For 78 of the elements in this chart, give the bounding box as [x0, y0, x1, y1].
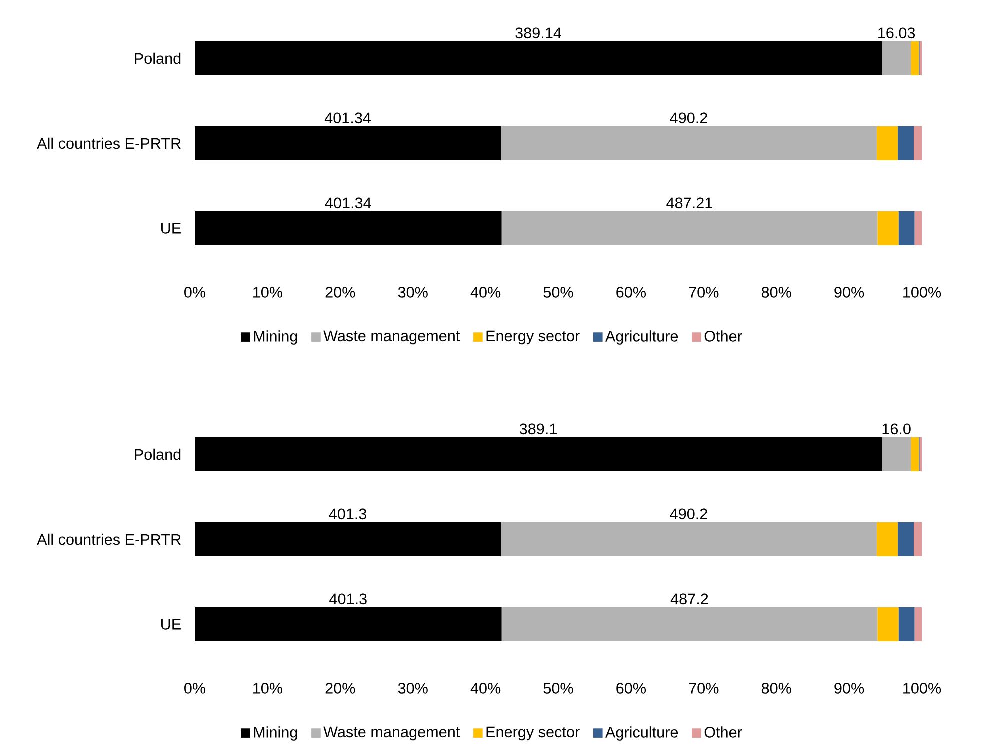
- bar: [876, 126, 898, 160]
- bar: [882, 42, 912, 76]
- legend-label: Energy sector: [486, 726, 580, 741]
- annotation: 389.14: [516, 28, 562, 39]
- bar: [195, 522, 502, 557]
- x-tick-label: 20%: [326, 683, 356, 694]
- x-tick-label: 80%: [762, 683, 792, 694]
- annotation: 401.3: [329, 508, 367, 520]
- x-tick-label: 40%: [470, 683, 501, 694]
- x-tick-label: 10%: [254, 683, 282, 694]
- bar: [882, 438, 912, 472]
- x-tick-label: 80%: [762, 287, 792, 298]
- x-tick-label: 30%: [398, 287, 428, 298]
- bar: [914, 126, 922, 160]
- annotation: 389.1: [520, 424, 557, 435]
- x-tick-label: 0%: [184, 683, 206, 694]
- bar: [920, 438, 922, 472]
- bar: [195, 438, 882, 472]
- x-tick-label: 30%: [398, 683, 428, 694]
- annotation: 401.34: [324, 112, 372, 124]
- annotation: 16.0: [882, 424, 911, 435]
- x-tick-label: 70%: [689, 287, 719, 298]
- legend-label: Mining: [254, 726, 298, 741]
- bar: [501, 522, 877, 557]
- bar: [914, 608, 922, 642]
- annotation: 490.2: [670, 112, 708, 124]
- x-tick-label: 70%: [689, 683, 719, 694]
- bar: [878, 608, 899, 642]
- bar: [502, 608, 878, 642]
- legend-label: Agriculture: [605, 330, 678, 345]
- annotation: 487.2: [670, 594, 708, 605]
- annotation: 487.21: [666, 198, 712, 209]
- x-tick-label: 60%: [616, 683, 646, 694]
- legend-label: Energy sector: [486, 330, 580, 345]
- x-tick-label: 40%: [470, 287, 501, 298]
- legend-label: Agriculture: [605, 726, 678, 741]
- y-tick-label: UE: [162, 223, 181, 234]
- y-tick-label: Poland: [135, 448, 181, 460]
- x-tick-label: 50%: [544, 683, 574, 694]
- y-tick-label: All countries E-PRTR: [37, 138, 181, 150]
- bar: [914, 212, 922, 246]
- bar: [898, 212, 915, 246]
- bar: [914, 522, 922, 557]
- bar: [898, 126, 914, 160]
- x-tick-label: 10%: [254, 287, 282, 298]
- bar: [195, 42, 882, 76]
- legend-label: Waste management: [324, 330, 460, 345]
- x-tick-label: 100%: [904, 287, 942, 298]
- bar: [898, 522, 914, 557]
- x-tick-label: 50%: [544, 287, 574, 298]
- bar: [876, 522, 898, 557]
- x-tick-label: 90%: [834, 287, 864, 298]
- bar: [195, 608, 502, 642]
- legend-label: Waste management: [324, 726, 460, 741]
- bar: [501, 126, 877, 160]
- annotation: 16.03: [878, 28, 916, 39]
- bar: [195, 212, 502, 246]
- bar: [911, 438, 920, 472]
- x-tick-label: 100%: [904, 683, 942, 694]
- bar: [920, 42, 922, 76]
- x-tick-label: 90%: [834, 683, 864, 694]
- legend-label: Other: [704, 330, 742, 342]
- x-tick-label: 60%: [616, 287, 646, 298]
- annotation: 401.3: [330, 594, 367, 605]
- bar: [898, 608, 915, 642]
- x-tick-label: 0%: [184, 287, 206, 298]
- annotation: 490.2: [670, 508, 708, 520]
- annotation: 401.34: [325, 198, 372, 209]
- bar: [195, 126, 502, 160]
- x-tick-label: 20%: [326, 287, 356, 298]
- legend-label: Mining: [254, 330, 298, 345]
- bar: [878, 212, 899, 246]
- bar: [911, 42, 920, 76]
- y-tick-label: Poland: [135, 52, 181, 64]
- bar: [502, 212, 878, 246]
- y-tick-label: All countries E-PRTR: [37, 534, 181, 546]
- y-tick-label: UE: [162, 619, 181, 630]
- legend-label: Other: [704, 726, 742, 738]
